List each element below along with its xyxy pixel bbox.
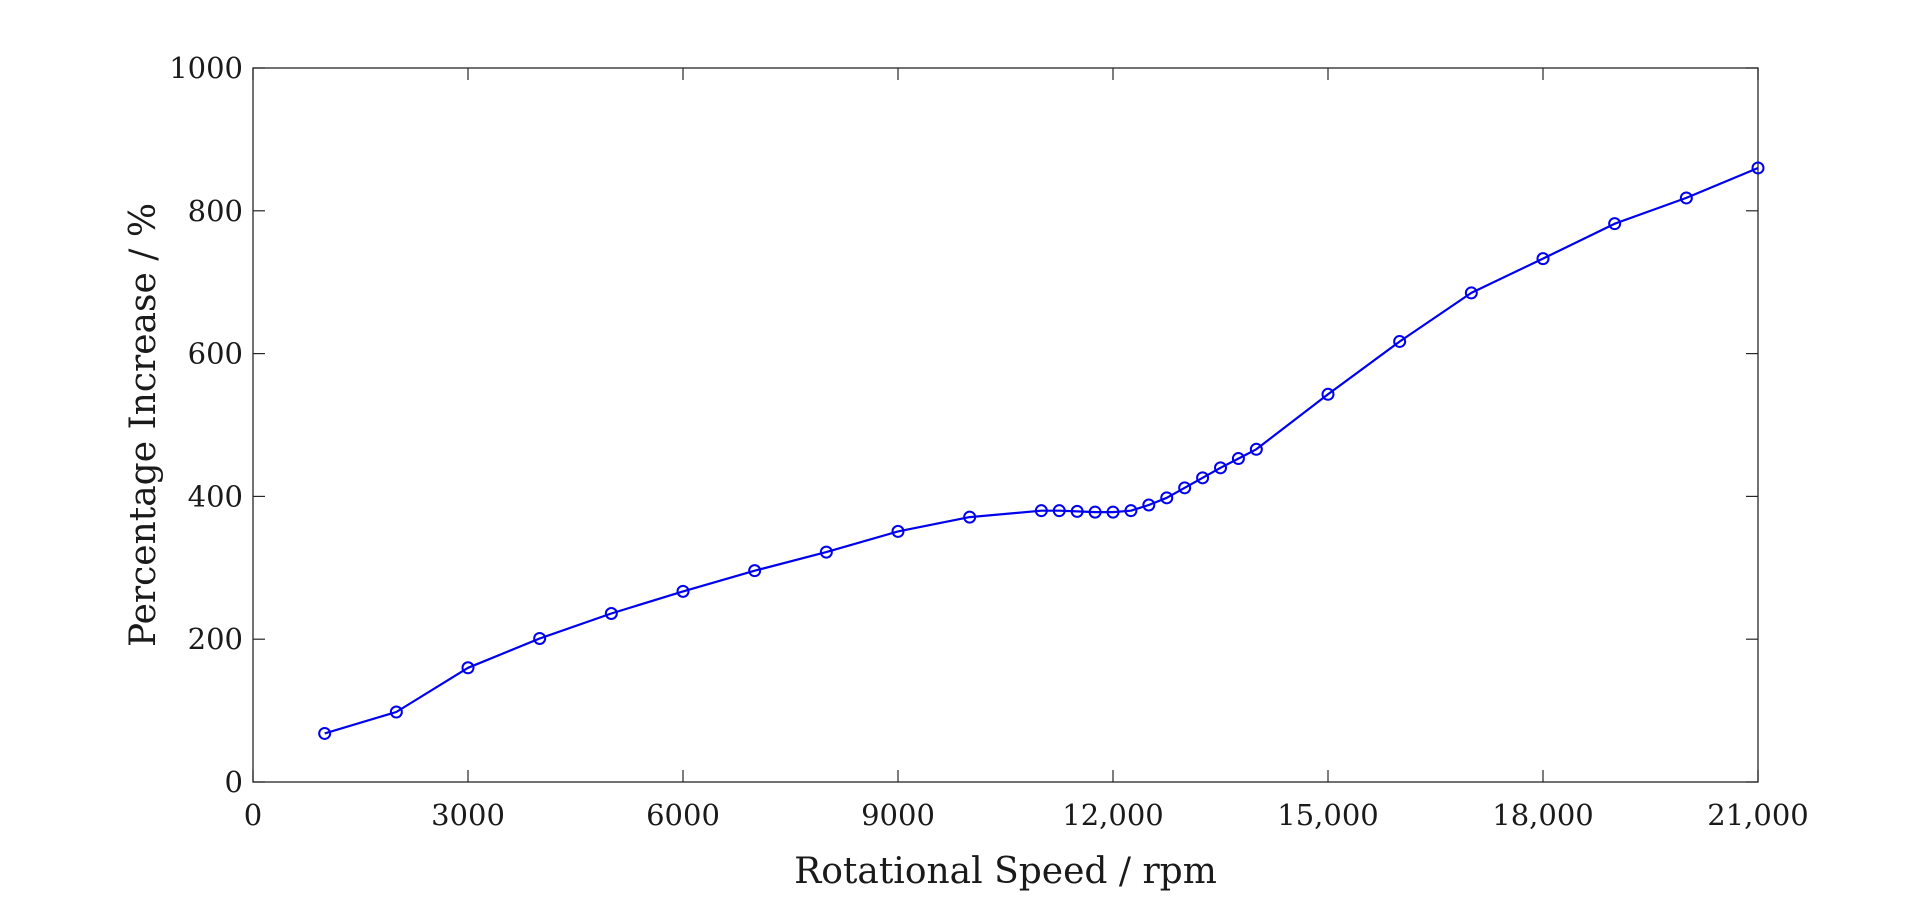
y-tick-label: 200 (188, 622, 243, 656)
data-point (1608, 217, 1622, 231)
y-tick-label: 400 (188, 479, 243, 513)
data-point (1088, 505, 1102, 519)
x-tick-label: 9000 (861, 798, 935, 832)
data-point (1751, 161, 1765, 175)
y-axis-title: Percentage Increase / % (123, 203, 164, 647)
data-point (1214, 461, 1227, 475)
x-tick-label: 3000 (431, 798, 505, 832)
data-point (819, 545, 833, 559)
data-point (1536, 252, 1550, 266)
data-point (604, 606, 618, 620)
y-tick-label: 800 (188, 194, 243, 228)
x-axis-title: Rotational Speed / rpm (794, 851, 1217, 892)
x-tick-label: 6000 (646, 798, 720, 832)
series-line (324, 166, 1759, 735)
data-point (1160, 491, 1174, 505)
data-point (963, 510, 977, 524)
data-point (1124, 504, 1138, 518)
data-point (1106, 505, 1120, 519)
data-series (318, 161, 1765, 740)
data-point (1249, 442, 1263, 456)
data-point (1178, 481, 1192, 495)
plot-frame (252, 67, 1759, 783)
x-tick-label: 0 (244, 798, 262, 832)
data-point (1393, 334, 1407, 348)
data-point (1679, 191, 1693, 205)
x-tick-label: 12,000 (1062, 798, 1163, 832)
axes (252, 67, 1759, 783)
data-point (1142, 498, 1156, 512)
data-point (1196, 471, 1210, 485)
data-point (389, 705, 403, 719)
data-point (1231, 452, 1245, 466)
x-tick-label: 21,000 (1707, 798, 1808, 832)
data-point (1070, 504, 1084, 518)
x-tick-label: 15,000 (1277, 798, 1378, 832)
data-point (318, 726, 332, 740)
data-point (1464, 286, 1478, 300)
data-point (748, 564, 762, 578)
data-point (461, 661, 475, 675)
data-point (533, 631, 547, 645)
y-tick-label: 1000 (169, 51, 243, 85)
ticks: 0 3000 6000 9000 12,000 15,000 18,000 21,000 0 20… (169, 51, 1809, 832)
data-point (676, 584, 690, 598)
data-point (1052, 504, 1066, 518)
y-tick-label: 0 (225, 765, 243, 799)
data-point (1034, 504, 1048, 518)
y-tick-label: 600 (188, 337, 243, 371)
data-point (1321, 387, 1335, 401)
x-tick-label: 18,000 (1492, 798, 1593, 832)
data-point (891, 524, 905, 538)
